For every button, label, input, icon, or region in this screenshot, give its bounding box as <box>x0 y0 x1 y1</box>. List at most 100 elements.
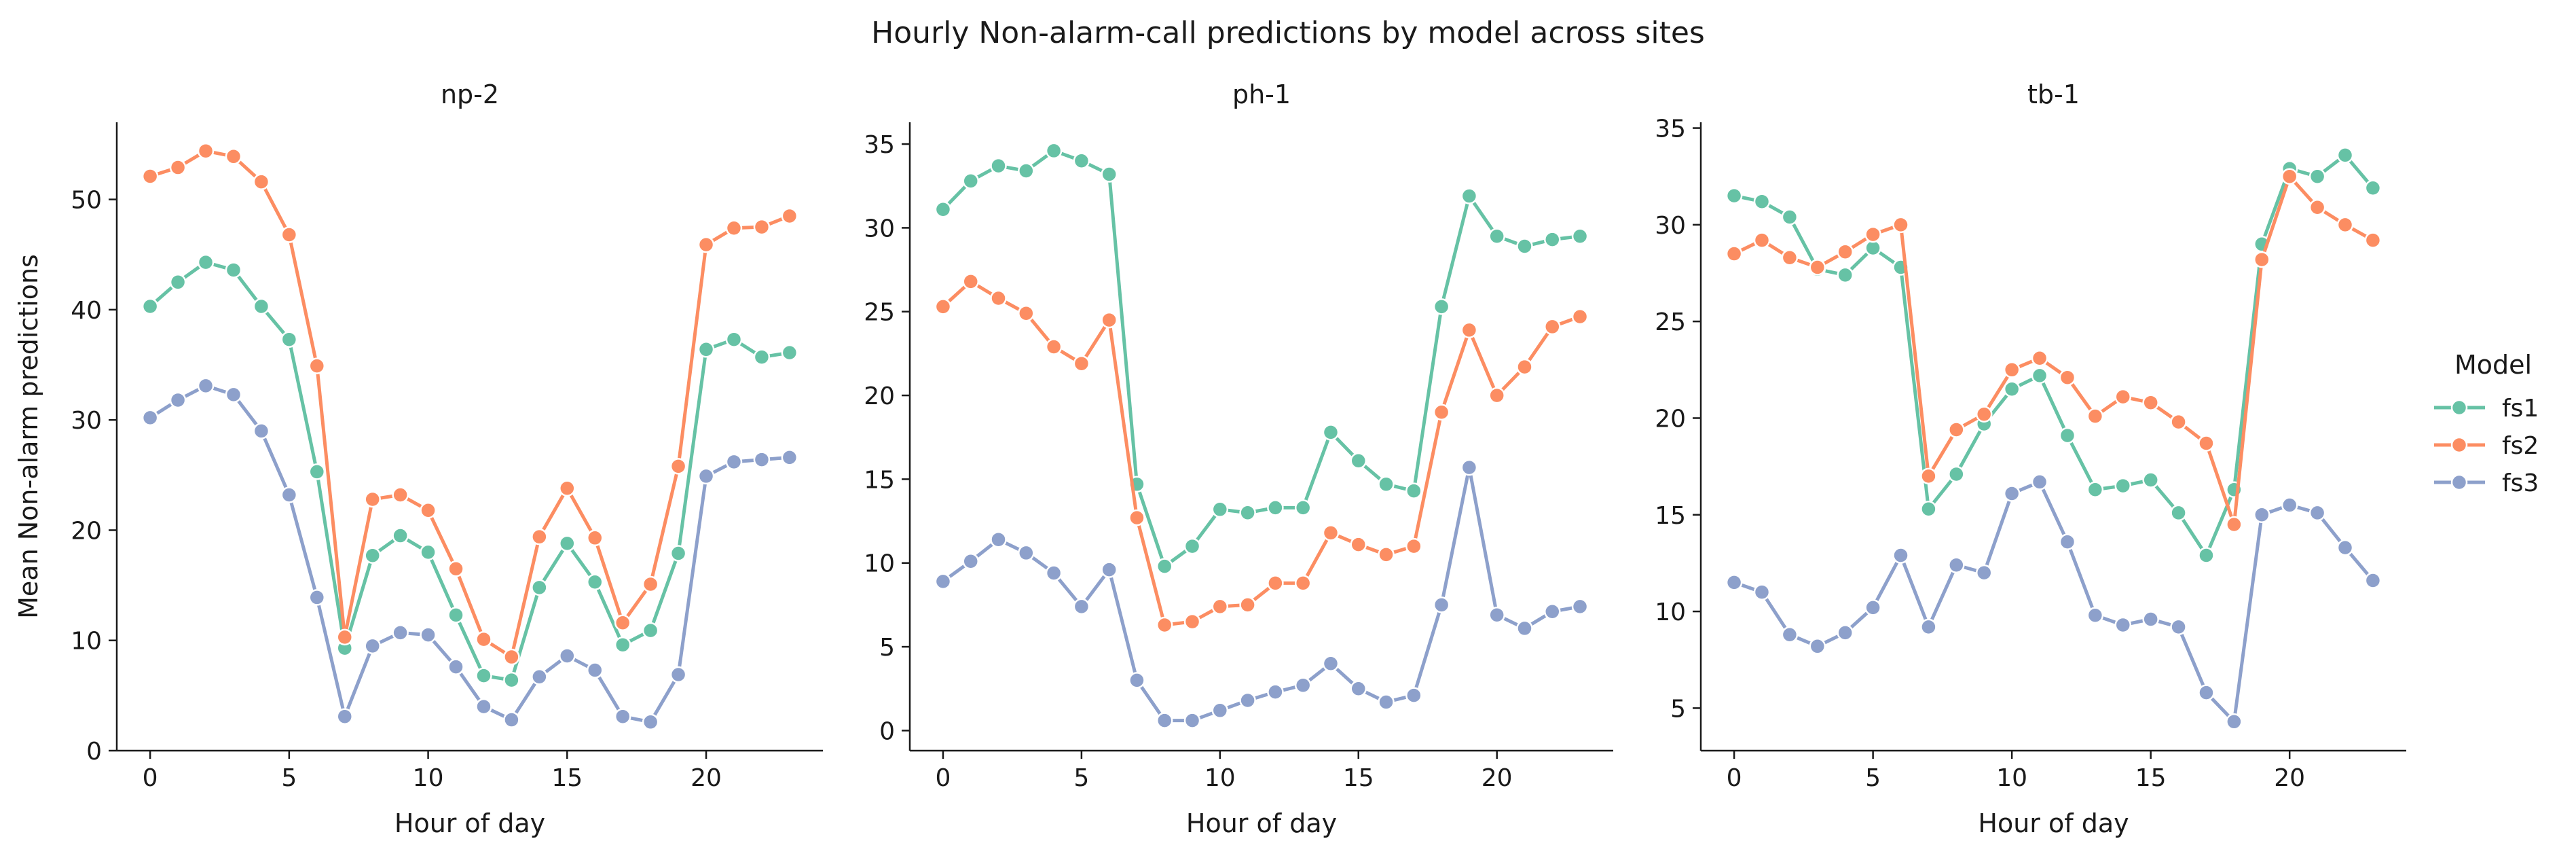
data-point <box>2198 435 2215 452</box>
data-point <box>1488 606 1505 624</box>
data-point <box>1156 616 1173 634</box>
data-point <box>2308 504 2326 522</box>
data-point <box>1267 683 1284 700</box>
data-point <box>2142 471 2159 488</box>
series-line <box>149 149 790 659</box>
data-point <box>587 662 604 679</box>
data-point <box>1837 266 1854 284</box>
data-point <box>587 529 604 547</box>
data-point <box>1045 142 1063 160</box>
data-point <box>1073 152 1090 169</box>
data-point <box>1378 694 1395 711</box>
data-point <box>2281 168 2298 185</box>
data-point <box>531 579 548 596</box>
data-point <box>1405 482 1422 499</box>
panel-tb-1: tb-1 0 5 10 15 20 5 10 15 20 25 30 35 Hour of day <box>1655 79 2406 838</box>
x-tick-label: 15 <box>2135 764 2167 792</box>
data-point <box>1460 321 1478 339</box>
data-point <box>1433 404 1450 421</box>
data-point <box>280 226 298 243</box>
data-point <box>1837 243 1854 260</box>
y-tick-label: 50 <box>71 187 102 215</box>
y-tick-label: 35 <box>1655 115 1686 143</box>
data-point <box>781 344 798 361</box>
data-point <box>280 486 298 503</box>
data-point <box>1920 618 1937 636</box>
series-fs2 <box>1725 168 2382 533</box>
data-point <box>1975 406 1993 423</box>
data-point <box>364 490 381 508</box>
data-point <box>1101 311 1118 329</box>
data-point <box>364 637 381 655</box>
data-point <box>2086 607 2104 624</box>
data-point <box>559 535 576 552</box>
data-point <box>1183 537 1201 555</box>
data-point <box>308 357 326 374</box>
series-fs2 <box>934 273 1589 634</box>
y-tick-label: 35 <box>864 131 895 159</box>
data-point <box>141 168 159 185</box>
y-axis-label: Mean Non-alarm predictions <box>14 254 43 619</box>
data-point <box>1101 561 1118 578</box>
data-point <box>225 148 242 165</box>
y-tick-label: 30 <box>864 215 895 243</box>
data-point <box>1516 358 1533 376</box>
data-point <box>1753 193 1771 210</box>
x-tick-label: 10 <box>413 764 444 792</box>
data-point <box>2281 497 2298 514</box>
data-point <box>1571 308 1589 325</box>
data-point <box>225 262 242 279</box>
y-tick-label: 0 <box>879 717 895 745</box>
data-point <box>1864 226 1881 243</box>
data-point <box>1892 547 1909 564</box>
x-tick-label: 10 <box>1204 764 1236 792</box>
data-point <box>1725 187 1743 204</box>
data-point <box>1128 509 1145 526</box>
series-fs3 <box>141 377 798 731</box>
data-point <box>1571 228 1589 245</box>
data-point <box>392 486 409 503</box>
y-tick-label: 5 <box>1670 695 1686 723</box>
data-point <box>503 671 520 689</box>
y-tick-label: 20 <box>71 517 102 545</box>
data-point <box>1294 575 1312 592</box>
panel-np-2: np-2 0 5 10 15 20 0 10 20 30 40 50 Hour of day Mean N… <box>14 79 823 838</box>
data-point <box>1239 504 1256 521</box>
y-tick-label: 10 <box>71 628 102 656</box>
x-tick-label: 10 <box>1996 764 2027 792</box>
legend-label: fs3 <box>2502 469 2539 497</box>
data-point <box>1045 338 1063 355</box>
data-point <box>1405 537 1422 555</box>
figure-title: Hourly Non-alarm-call predictions by mod… <box>871 16 1705 50</box>
x-tick-label: 0 <box>143 764 158 792</box>
x-tick-label: 5 <box>1865 764 1881 792</box>
data-point <box>1975 564 1993 582</box>
data-point <box>934 298 952 315</box>
data-point <box>1350 680 1367 697</box>
data-point <box>669 545 687 562</box>
x-tick-label: 0 <box>935 764 951 792</box>
series-fs1 <box>934 142 1589 575</box>
data-point <box>169 159 187 176</box>
data-point <box>725 453 743 471</box>
data-point <box>1101 166 1118 183</box>
data-point <box>642 622 659 639</box>
data-point <box>1948 556 1965 574</box>
y-tick-label: 25 <box>864 299 895 327</box>
series-fs2 <box>141 142 798 666</box>
data-point <box>1544 318 1561 336</box>
data-point <box>141 298 159 315</box>
data-point <box>2142 611 2159 628</box>
x-axis-label: Hour of day <box>394 808 545 838</box>
data-point <box>1753 584 1771 601</box>
data-point <box>1781 249 1799 266</box>
x-tick-label: 0 <box>1727 764 1742 792</box>
data-point <box>2170 504 2187 522</box>
data-point <box>1837 624 1854 641</box>
data-point <box>2226 713 2243 730</box>
x-tick-label: 20 <box>1482 764 1513 792</box>
data-point <box>1350 452 1367 469</box>
series-line <box>942 279 1581 627</box>
data-point <box>1544 603 1561 620</box>
